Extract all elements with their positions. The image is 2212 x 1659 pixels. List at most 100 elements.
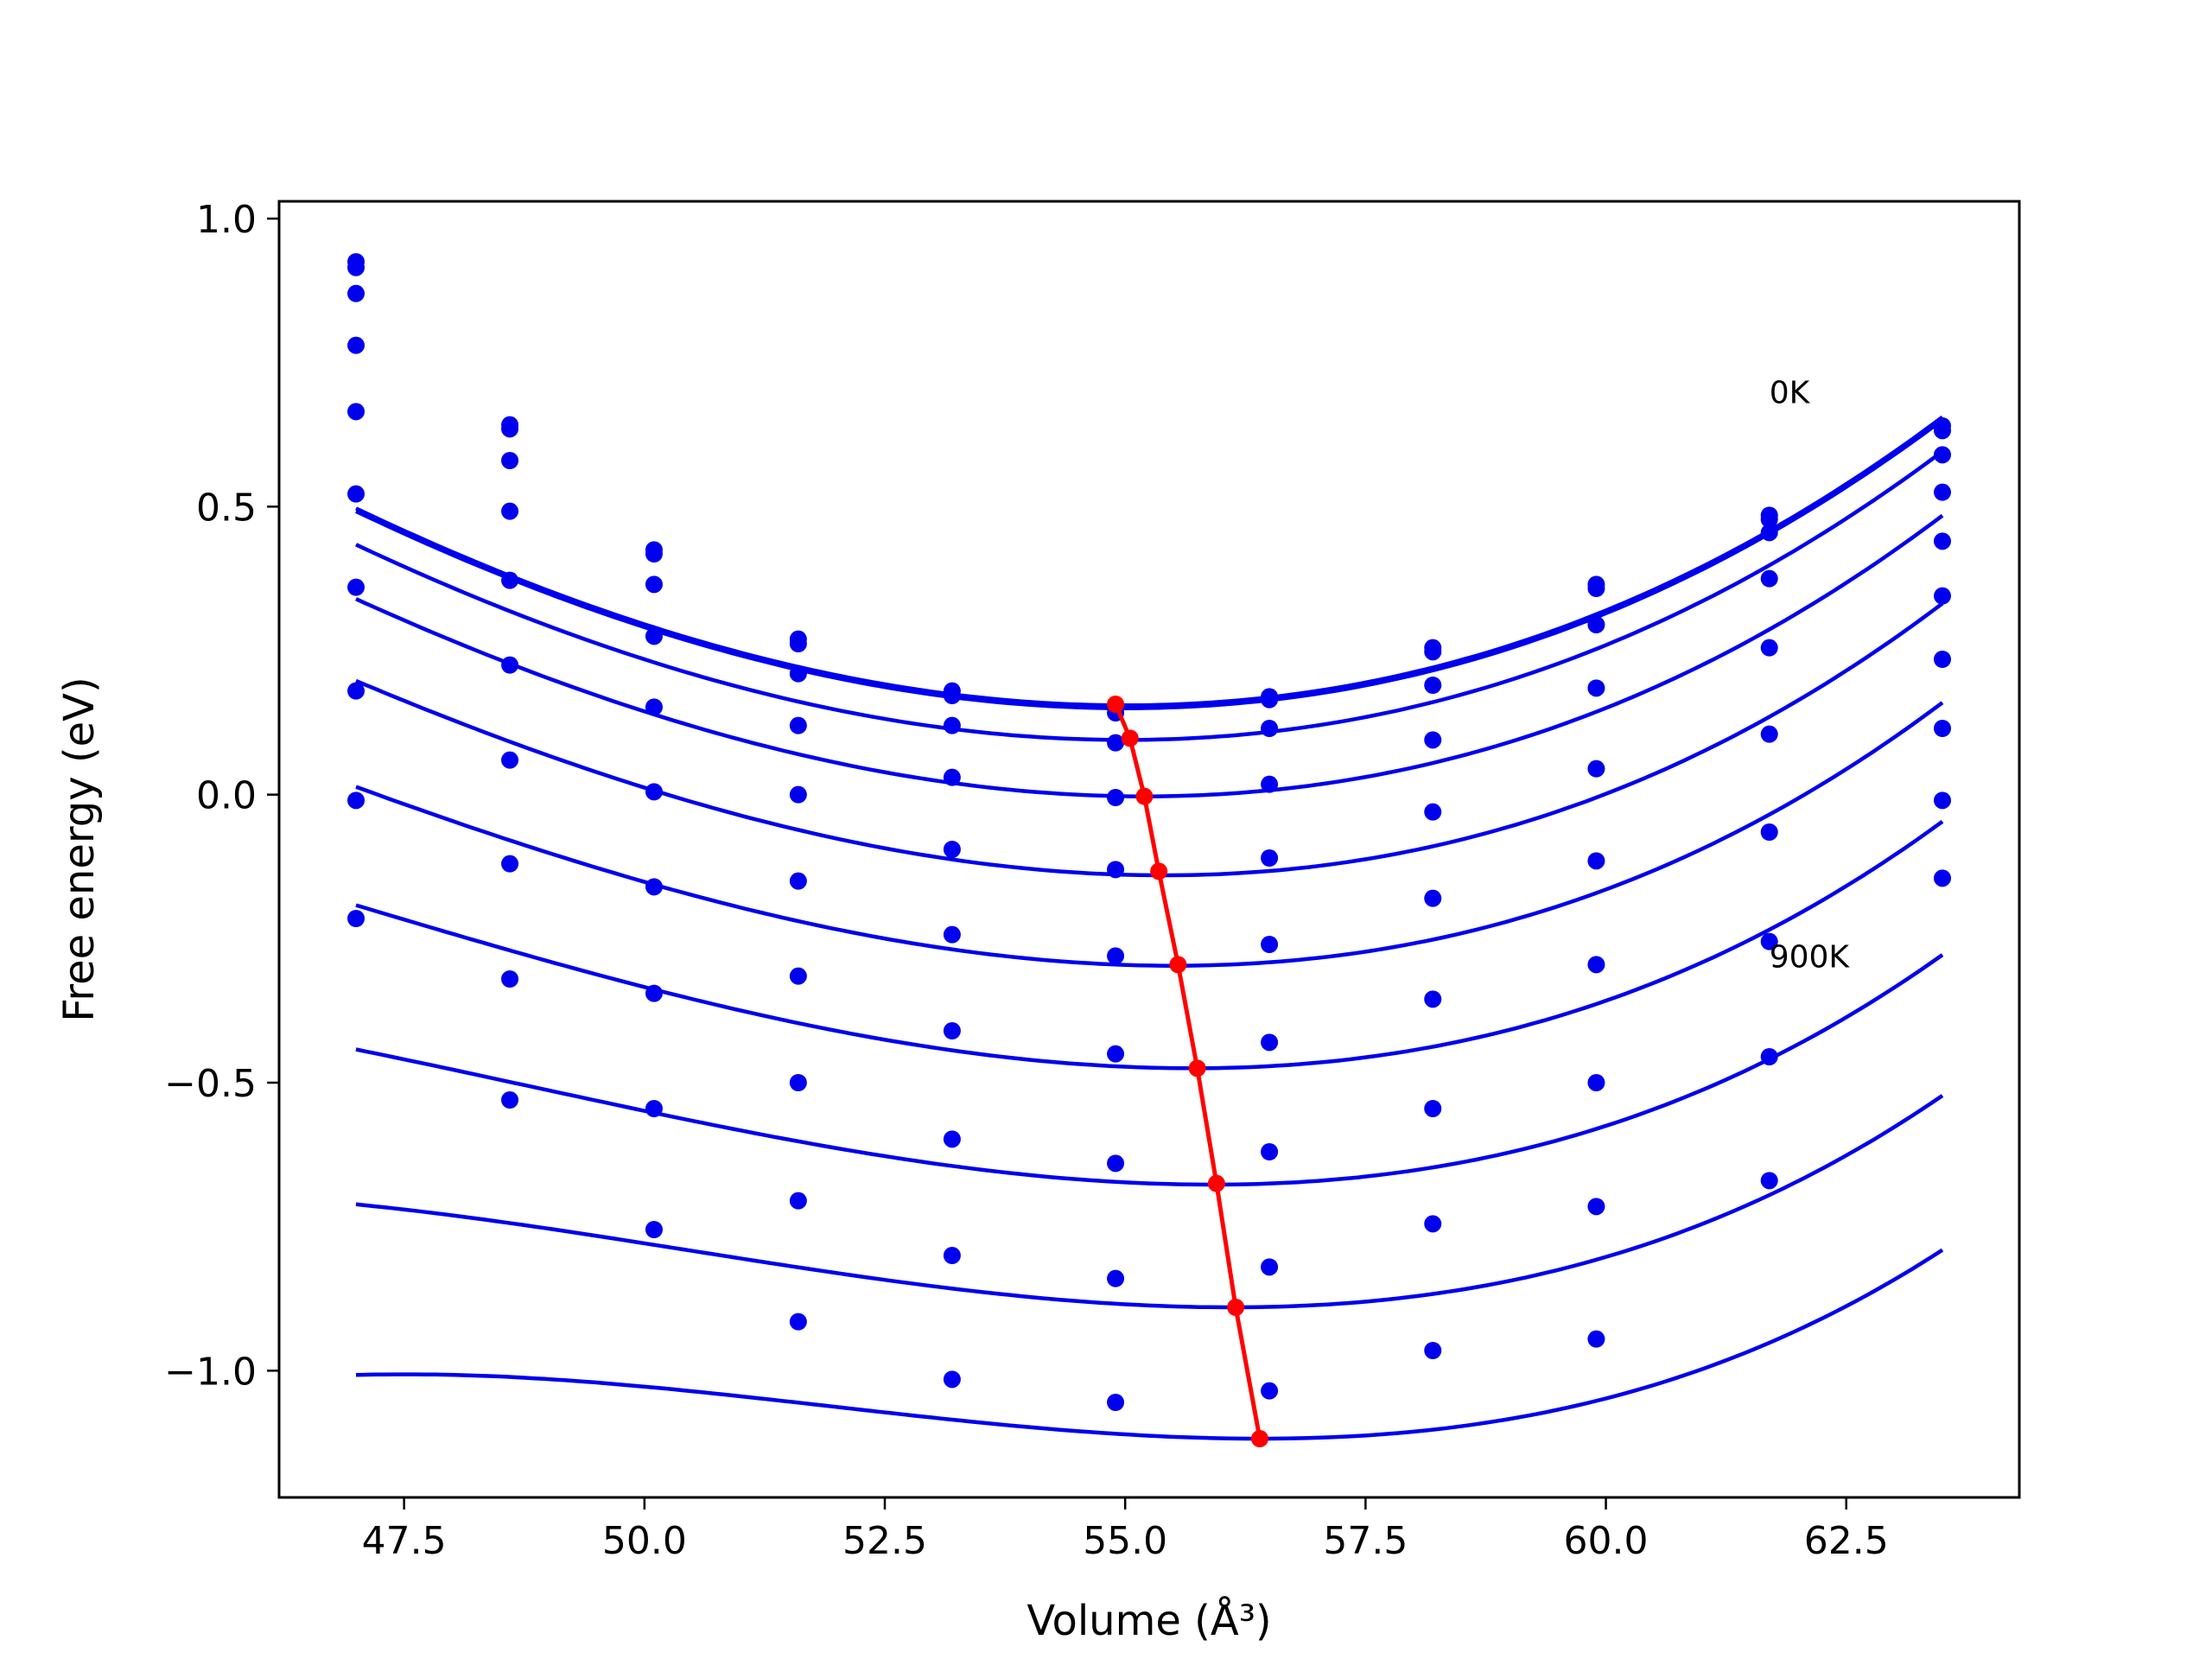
fit-curve <box>355 1248 1944 1441</box>
data-point <box>1107 1269 1125 1287</box>
data-point <box>1107 861 1125 879</box>
data-point <box>347 485 365 503</box>
fit-curve <box>355 1094 1944 1310</box>
data-point <box>501 656 519 674</box>
data-point <box>943 1022 961 1039</box>
data-point <box>1933 791 1951 810</box>
data-point <box>347 578 365 596</box>
data-point <box>1933 483 1951 501</box>
x-tick-label: 55.0 <box>1083 1519 1167 1563</box>
data-point <box>501 970 519 988</box>
y-axis-label: Free energy (eV) <box>55 677 104 1021</box>
data-point <box>943 841 961 858</box>
x-tick-label: 52.5 <box>842 1519 927 1563</box>
data-point <box>789 1313 807 1331</box>
data-point <box>1107 1045 1125 1063</box>
minimum-point <box>1250 1430 1268 1447</box>
data-point <box>1760 524 1778 542</box>
data-point <box>645 1221 663 1238</box>
data-point <box>1424 677 1442 694</box>
data-point <box>943 687 961 704</box>
data-point <box>1933 532 1951 550</box>
x-axis: 47.5 50.0 52.5 55.0 57.5 60.0 62.5 <box>362 1497 1889 1563</box>
data-point <box>1261 1382 1279 1400</box>
data-point <box>1424 731 1442 749</box>
data-point <box>1760 725 1778 743</box>
data-point <box>1587 679 1605 697</box>
data-point <box>943 716 961 734</box>
data-point <box>347 336 365 354</box>
minimum-point <box>1121 729 1139 747</box>
data-point <box>1261 1258 1279 1276</box>
data-point <box>1424 803 1442 821</box>
data-point <box>645 627 663 645</box>
data-point <box>789 635 807 652</box>
data-point <box>1107 1394 1125 1411</box>
data-point <box>501 751 519 769</box>
data-point <box>501 571 519 589</box>
annotations: 0K 900K <box>1770 375 1851 975</box>
data-point <box>1760 511 1778 528</box>
data-point <box>1424 1100 1442 1117</box>
fit-curve <box>355 513 1944 798</box>
data-point <box>1261 936 1279 953</box>
data-point <box>501 502 519 520</box>
fit-curve <box>355 601 1944 878</box>
data-point <box>1587 1074 1605 1091</box>
data-point <box>1760 639 1778 657</box>
data-point <box>789 1074 807 1091</box>
fit-curve <box>355 953 1944 1187</box>
data-point <box>789 872 807 890</box>
fit-curve <box>355 415 1944 708</box>
x-tick-label: 57.5 <box>1323 1519 1408 1563</box>
minimum-point <box>1188 1059 1206 1077</box>
x-tick-label: 47.5 <box>362 1519 447 1563</box>
data-point <box>347 284 365 302</box>
data-point <box>1933 720 1951 737</box>
x-axis-label: Volume (Å³) <box>1027 1596 1271 1645</box>
temperature-annotation: 0K <box>1770 375 1811 410</box>
data-point <box>1107 734 1125 752</box>
y-tick-label: 1.0 <box>196 198 257 242</box>
data-point <box>1587 1198 1605 1216</box>
data-point <box>789 785 807 804</box>
minimum-point <box>1135 787 1154 805</box>
y-tick-label: −1.0 <box>164 1350 257 1394</box>
data-point <box>645 878 663 896</box>
data-point <box>789 664 807 683</box>
fit-curve <box>355 418 1944 710</box>
temperature-annotation: 900K <box>1770 940 1851 976</box>
data-point <box>1933 587 1951 605</box>
data-point <box>1424 889 1442 907</box>
data-point <box>645 1100 663 1117</box>
data-point <box>501 1091 519 1109</box>
data-point <box>789 967 807 985</box>
data-point <box>1760 569 1778 588</box>
minimum-point <box>1169 956 1187 974</box>
x-tick-label: 62.5 <box>1804 1519 1889 1563</box>
data-point <box>1933 446 1951 464</box>
data-point <box>645 783 663 801</box>
data-point <box>1587 580 1605 597</box>
data-point <box>1107 947 1125 965</box>
minimum-point <box>1150 862 1168 880</box>
data-point <box>1587 760 1605 778</box>
data-point <box>1424 1215 1442 1233</box>
data-point <box>943 768 961 786</box>
data-point <box>943 1247 961 1264</box>
data-point <box>943 1370 961 1389</box>
data-point <box>1933 651 1951 668</box>
fit-curve <box>355 819 1944 1071</box>
fit-curve <box>355 449 1944 742</box>
data-point <box>1261 690 1279 709</box>
y-tick-label: −0.5 <box>164 1062 257 1106</box>
x-tick-label: 50.0 <box>602 1519 687 1563</box>
data-point <box>943 925 961 944</box>
data-point <box>347 682 365 700</box>
x-tick-label: 60.0 <box>1564 1519 1649 1563</box>
data-point <box>1587 616 1605 633</box>
data-point <box>501 855 519 873</box>
data-point <box>645 575 663 594</box>
data-point <box>501 452 519 469</box>
